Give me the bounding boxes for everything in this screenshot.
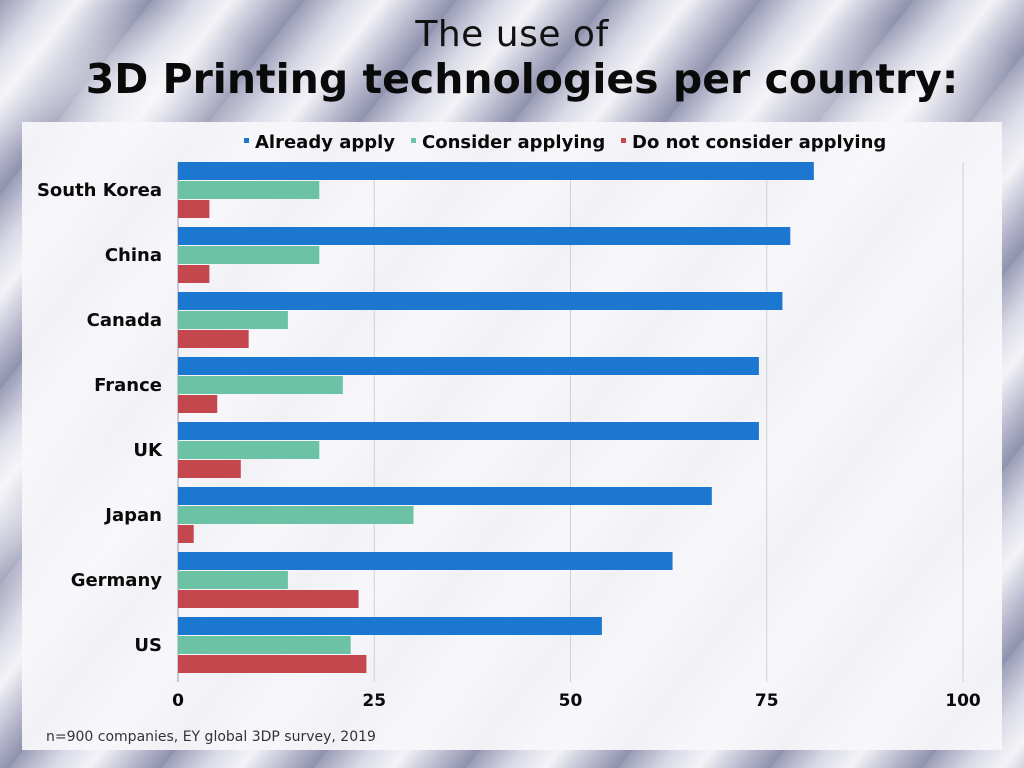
bar-1-6 xyxy=(178,571,288,589)
category-label: China xyxy=(105,245,162,266)
legend-marker xyxy=(411,138,416,143)
bar-2-0 xyxy=(178,200,210,218)
bar-1-1 xyxy=(178,246,320,264)
x-tick-label: 50 xyxy=(559,691,583,711)
bar-1-4 xyxy=(178,441,320,459)
category-label: Germany xyxy=(71,570,163,591)
legend-label: Consider applying xyxy=(422,132,605,153)
category-label: France xyxy=(94,375,162,396)
bar-0-7 xyxy=(178,617,602,635)
bar-2-5 xyxy=(178,525,194,543)
bar-0-5 xyxy=(178,487,712,505)
legend-marker xyxy=(621,138,626,143)
bar-2-4 xyxy=(178,460,241,478)
bar-0-0 xyxy=(178,162,814,180)
bar-0-1 xyxy=(178,227,791,245)
footnote: n=900 companies, EY global 3DP survey, 2… xyxy=(46,729,376,745)
bar-2-1 xyxy=(178,265,210,283)
bar-2-7 xyxy=(178,655,367,673)
bar-2-3 xyxy=(178,395,218,413)
bar-1-5 xyxy=(178,506,414,524)
category-label: Japan xyxy=(103,505,162,526)
bar-1-7 xyxy=(178,636,351,654)
bar-0-2 xyxy=(178,292,783,310)
category-label: South Korea xyxy=(37,180,162,201)
bar-2-6 xyxy=(178,590,359,608)
bar-0-6 xyxy=(178,552,673,570)
category-label: Canada xyxy=(87,310,162,331)
chart-title-line1: The use of xyxy=(415,14,609,55)
bar-0-3 xyxy=(178,357,759,375)
chart-title-line2: 3D Printing technologies per country: xyxy=(85,55,959,103)
bar-1-0 xyxy=(178,181,320,199)
bar-0-4 xyxy=(178,422,759,440)
x-tick-label: 100 xyxy=(945,691,981,711)
title-area: The use of 3D Printing technologies per … xyxy=(0,0,1024,118)
legend-label: Do not consider applying xyxy=(632,132,886,153)
legend-label: Already apply xyxy=(255,132,395,153)
x-tick-label: 0 xyxy=(172,691,184,711)
bar-1-3 xyxy=(178,376,343,394)
bar-1-2 xyxy=(178,311,288,329)
category-label: UK xyxy=(133,440,163,461)
legend-marker xyxy=(244,138,249,143)
x-tick-label: 25 xyxy=(362,691,386,711)
bar-2-2 xyxy=(178,330,249,348)
x-tick-label: 75 xyxy=(755,691,779,711)
category-label: US xyxy=(134,635,162,656)
